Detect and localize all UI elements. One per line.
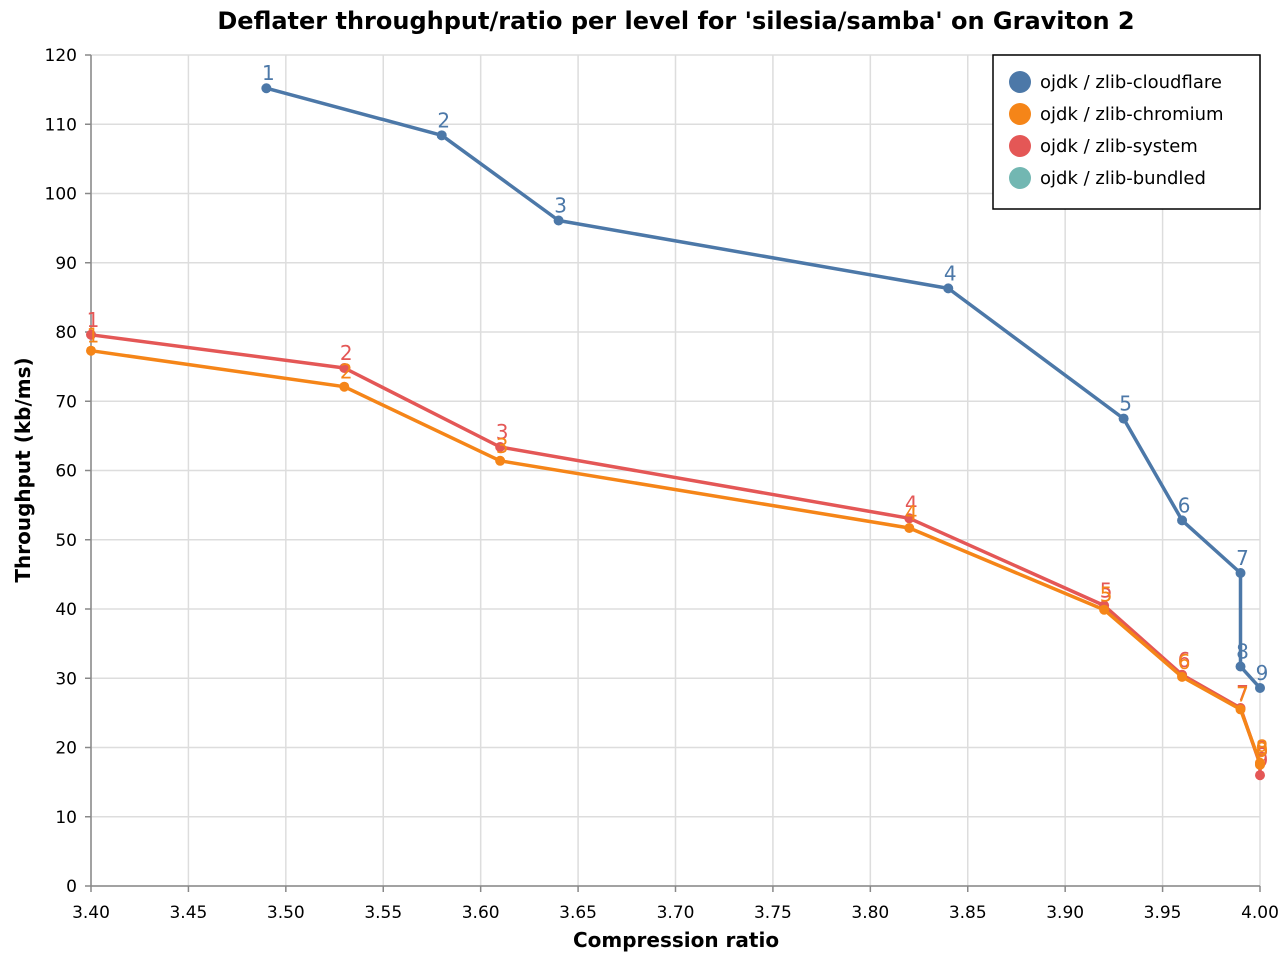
data-point xyxy=(495,441,506,452)
point-label: 6 xyxy=(1178,493,1191,517)
x-axis-title: Compression ratio xyxy=(573,928,779,952)
point-label: 4 xyxy=(905,501,918,525)
x-tick-label: 3.75 xyxy=(754,903,792,923)
point-label: 3 xyxy=(496,420,509,444)
legend-swatch xyxy=(1009,103,1031,125)
point-label: 7 xyxy=(1236,681,1249,705)
data-point xyxy=(86,329,96,340)
point-label: 5 xyxy=(1100,583,1113,607)
y-tick-label: 40 xyxy=(55,600,77,620)
point-label: 1 xyxy=(262,61,275,85)
data-point xyxy=(1235,661,1246,672)
series: 123456789123456789123456789 xyxy=(86,61,1268,781)
y-tick-label: 70 xyxy=(55,392,77,412)
data-point xyxy=(495,455,506,466)
data-point xyxy=(1099,604,1110,615)
legend-label: ojdk / zlib-cloudflare xyxy=(1040,72,1222,93)
point-label: 6 xyxy=(1178,650,1191,674)
x-tick-label: 3.40 xyxy=(72,903,110,923)
data-point xyxy=(904,513,915,524)
legend-swatch xyxy=(1009,167,1031,189)
chart-title: Deflater throughput/ratio per level for … xyxy=(217,7,1134,35)
data-point xyxy=(1177,515,1188,526)
y-tick-label: 30 xyxy=(55,669,77,689)
data-point xyxy=(904,522,915,533)
y-tick-label: 20 xyxy=(55,739,77,759)
x-tick-label: 3.80 xyxy=(851,903,889,923)
legend-swatch xyxy=(1009,71,1031,93)
point-label: 1 xyxy=(87,324,100,348)
x-tick-label: 3.45 xyxy=(169,903,207,923)
x-tick-label: 3.50 xyxy=(267,903,305,923)
legend-label: ojdk / zlib-bundled xyxy=(1040,168,1206,189)
data-point xyxy=(86,345,96,356)
y-tick-label: 60 xyxy=(55,462,77,482)
data-point xyxy=(1255,759,1265,770)
point-label: 1 xyxy=(87,308,100,332)
x-tick-label: 3.60 xyxy=(462,903,500,923)
y-tick-label: 90 xyxy=(55,254,77,274)
point-label: 9 xyxy=(1256,738,1269,762)
data-point xyxy=(436,130,447,141)
point-label: 2 xyxy=(437,108,450,132)
point-label: 3 xyxy=(496,434,509,458)
y-tick-label: 0 xyxy=(66,877,77,897)
data-point xyxy=(943,283,954,294)
data-point xyxy=(339,363,350,374)
data-point xyxy=(1118,413,1129,424)
x-tick-label: 3.65 xyxy=(559,903,597,923)
data-point xyxy=(1177,671,1188,682)
x-tick-label: 4.00 xyxy=(1241,903,1279,923)
point-label: 2 xyxy=(340,341,353,365)
y-axis-title: Throughput (kb/ms) xyxy=(11,357,35,582)
y-tick-label: 80 xyxy=(55,323,77,343)
y-tick-label: 110 xyxy=(45,115,77,135)
x-tick-label: 3.95 xyxy=(1144,903,1182,923)
point-label: 2 xyxy=(340,360,353,384)
point-label: 8 xyxy=(1236,639,1249,663)
y-tick-label: 120 xyxy=(45,46,77,66)
legend-box xyxy=(992,54,1261,210)
point-label: 4 xyxy=(944,261,957,285)
x-tick-label: 3.55 xyxy=(364,903,402,923)
point-label: 3 xyxy=(554,194,567,218)
data-point xyxy=(1255,682,1265,693)
point-label: 8 xyxy=(1256,736,1269,760)
data-point xyxy=(1235,704,1246,715)
x-tick-label: 3.85 xyxy=(949,903,987,923)
axes: 0 10 20 30 40 50 60 70 80 90 100 110 120 3.40 3.45 3.50… xyxy=(45,46,1279,923)
point-label: 9 xyxy=(1256,661,1269,685)
y-tick-label: 50 xyxy=(55,531,77,551)
legend-label: ojdk / zlib-chromium xyxy=(1040,104,1224,125)
point-label: 5 xyxy=(1119,392,1132,416)
data-point xyxy=(1235,567,1246,578)
y-tick-label: 10 xyxy=(55,808,77,828)
x-tick-label: 3.70 xyxy=(657,903,695,923)
legend-swatch xyxy=(1009,135,1031,157)
data-point xyxy=(553,215,564,226)
point-label: 6 xyxy=(1178,648,1191,672)
data-point xyxy=(1255,770,1265,781)
point-label: 4 xyxy=(905,491,918,515)
x-tick-label: 3.90 xyxy=(1046,903,1084,923)
legend: ojdk / zlib-cloudflare ojdk / zlib-chromi… xyxy=(992,54,1261,210)
data-point xyxy=(339,381,350,392)
series-0: 1 2 3 4 5 6 7 89 xyxy=(261,61,1268,693)
point-label: 7 xyxy=(1236,682,1249,706)
data-point xyxy=(261,83,272,94)
point-label: 5 xyxy=(1100,579,1113,603)
legend-label: ojdk / zlib-system xyxy=(1040,136,1198,157)
point-label: 7 xyxy=(1236,546,1249,570)
y-tick-label: 100 xyxy=(45,185,77,205)
